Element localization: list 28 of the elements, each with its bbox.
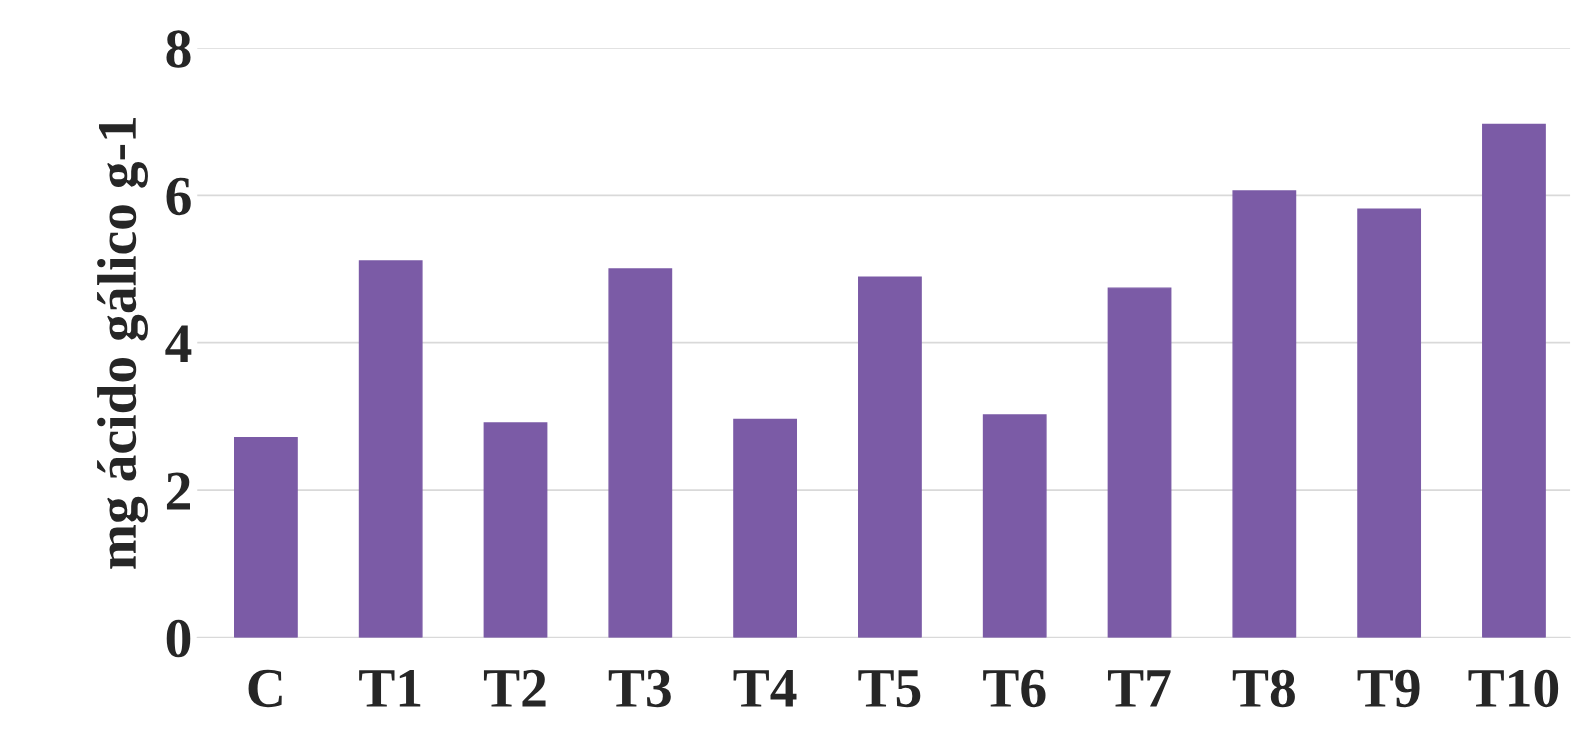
bar [483, 422, 548, 638]
bar [233, 437, 298, 638]
bar [982, 414, 1047, 638]
bar [733, 418, 798, 638]
bar [1232, 190, 1297, 638]
y-tick-label: 4 [165, 325, 192, 362]
x-tick-label: T3 [608, 669, 671, 708]
y-tick-label: 0 [166, 619, 191, 658]
bar [1482, 123, 1546, 638]
x-tick-label: T5 [858, 670, 921, 708]
x-tick-label: T4 [733, 670, 797, 707]
x-tick-label: C [248, 669, 282, 708]
x-tick-label: T10 [1468, 669, 1559, 708]
y-tick-label: 2 [166, 472, 190, 510]
y-tick-label: 6 [166, 177, 191, 216]
x-tick-label: T7 [1107, 670, 1171, 707]
x-tick-label: T2 [483, 669, 546, 707]
y-tick-label: 8 [166, 30, 191, 68]
bar [1107, 287, 1172, 638]
x-tick-label: T9 [1357, 669, 1420, 708]
bar [608, 268, 673, 638]
bar [358, 260, 423, 638]
x-tick-label: T1 [359, 669, 421, 707]
bar [858, 276, 922, 638]
bar [1357, 208, 1422, 638]
x-tick-label: T8 [1232, 669, 1295, 708]
y-axis-title: mg ácido gálico g-1 [97, 117, 148, 569]
x-tick-label: T6 [983, 669, 1046, 708]
